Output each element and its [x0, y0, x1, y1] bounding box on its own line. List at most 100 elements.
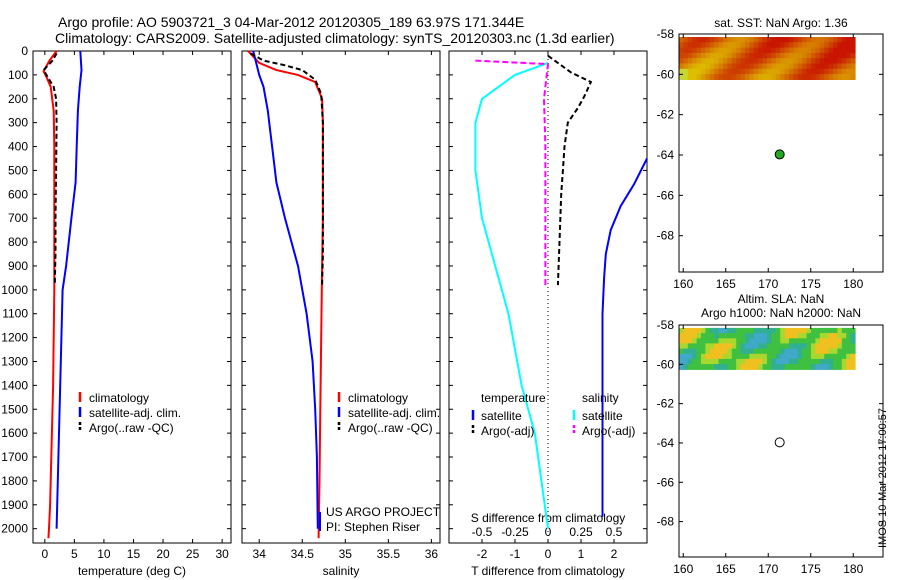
heatmap-cell: [824, 343, 830, 350]
annotation-project: US ARGO PROJECT: [326, 505, 441, 519]
heatmap-cell: [687, 58, 693, 65]
heatmap-cell: [828, 58, 834, 65]
heatmap-cell: [758, 37, 764, 43]
heatmap-cell: [850, 63, 856, 70]
heatmap-cell: [784, 68, 790, 75]
heatmap-cell: [740, 338, 746, 345]
heatmap-cell: [793, 52, 799, 59]
heatmap-cell: [679, 327, 684, 334]
heatmap-cell: [806, 327, 812, 334]
heatmap-cell: [718, 333, 724, 339]
heatmap-cell: [846, 63, 852, 70]
heatmap-cell: [740, 47, 746, 54]
heatmap-cell: [767, 47, 772, 54]
heatmap-cell: [833, 364, 838, 370]
heatmap-cell: [701, 42, 706, 49]
heatmap-cell: [802, 333, 808, 339]
heatmap-cell: [701, 74, 706, 80]
heatmap-cell: [806, 353, 812, 360]
heatmap-cell: [846, 58, 852, 65]
heatmap-cell: [696, 364, 702, 370]
heatmap-cell: [696, 327, 702, 334]
heatmap-cell: [758, 74, 764, 80]
heatmap-cell: [731, 74, 737, 80]
heatmap-cell: [762, 327, 768, 334]
heatmap-cell: [780, 348, 786, 355]
heatmap-cell: [762, 58, 768, 65]
heatmap-cell: [753, 343, 759, 350]
heatmap-cell: [731, 338, 737, 345]
heatmap-cell: [789, 74, 794, 80]
map-title: Altim. SLA: NaN: [738, 292, 825, 306]
heatmap-cell: [727, 364, 733, 370]
heatmap-cell: [709, 52, 715, 59]
heatmap-cell: [701, 348, 706, 355]
heatmap-cell: [709, 42, 715, 49]
heatmap-cell: [736, 338, 742, 345]
heatmap-cell: [740, 333, 746, 339]
heatmap-cell: [833, 358, 838, 365]
heatmap-cell: [815, 353, 821, 360]
title-line-2: Climatology: CARS2009. Satellite-adjuste…: [55, 30, 615, 46]
heatmap-cell: [784, 338, 790, 345]
heatmap-cell: [727, 58, 733, 65]
heatmap-cell: [687, 68, 693, 75]
heatmap-cell: [793, 353, 799, 360]
heatmap-cell: [692, 353, 698, 360]
heatmap-cell: [771, 74, 777, 80]
heatmap-cell: [780, 68, 786, 75]
y-tick-label: 900: [8, 259, 28, 273]
heatmap-cell: [696, 37, 702, 43]
heatmap-cell: [828, 343, 834, 350]
heatmap-cell: [758, 338, 764, 345]
heatmap-cell: [780, 74, 786, 80]
heatmap-cell: [705, 343, 711, 350]
heatmap-cell: [819, 338, 825, 345]
heatmap-cell: [815, 327, 821, 334]
heatmap-cell: [780, 58, 786, 65]
heatmap-cell: [701, 353, 706, 360]
heatmap-cell: [815, 52, 821, 59]
heatmap-cell: [745, 364, 750, 370]
heatmap-cell: [718, 348, 724, 355]
heatmap-cell: [723, 358, 728, 365]
heatmap-cell: [837, 37, 843, 43]
difference-panel: -2 -1 0 1 2 T difference from climatology -0.5…: [448, 50, 648, 578]
y-tick-label: 1600: [1, 426, 28, 440]
heatmap-cell: [731, 68, 737, 75]
series-line: [42, 52, 58, 286]
heatmap-cell: [850, 364, 856, 370]
legend-label: Argo(-adj): [582, 424, 635, 438]
heatmap-cell: [701, 333, 706, 339]
heatmap-cell: [850, 343, 856, 350]
heatmap-cell: [811, 348, 816, 355]
heatmap-cell: [705, 333, 711, 339]
heatmap-cell: [731, 52, 737, 59]
heatmap-cell: [797, 327, 803, 334]
series-line: [42, 50, 58, 539]
heatmap-cell: [797, 68, 803, 75]
heatmap-cell: [723, 68, 728, 75]
heatmap-cell: [762, 338, 768, 345]
heatmap-cell: [828, 42, 834, 49]
heatmap-cell: [767, 42, 772, 49]
heatmap-cell: [802, 327, 808, 334]
heatmap-cell: [824, 327, 830, 334]
heatmap-cell: [709, 58, 715, 65]
heatmap-cell: [683, 74, 689, 80]
sla-map-panel: -58 -60 -62 -64 -66 -68 160 165 170 175 180 Altim. …: [657, 292, 884, 576]
y-tick-label: 300: [8, 116, 28, 130]
x-axis-label: salinity: [323, 564, 360, 578]
x-tick-label: 20: [156, 547, 170, 561]
series-line: [601, 158, 648, 517]
x-tick-label: 35.5: [377, 547, 401, 561]
y-tick-label: 800: [8, 235, 28, 249]
heatmap-cell: [802, 358, 808, 365]
heatmap-cell: [758, 58, 764, 65]
heatmap-cell: [727, 52, 733, 59]
heatmap-cell: [679, 348, 684, 355]
heatmap-cell: [705, 52, 711, 59]
heatmap-cell: [731, 63, 737, 70]
heatmap-cell: [767, 74, 772, 80]
heatmap-cell: [692, 343, 698, 350]
